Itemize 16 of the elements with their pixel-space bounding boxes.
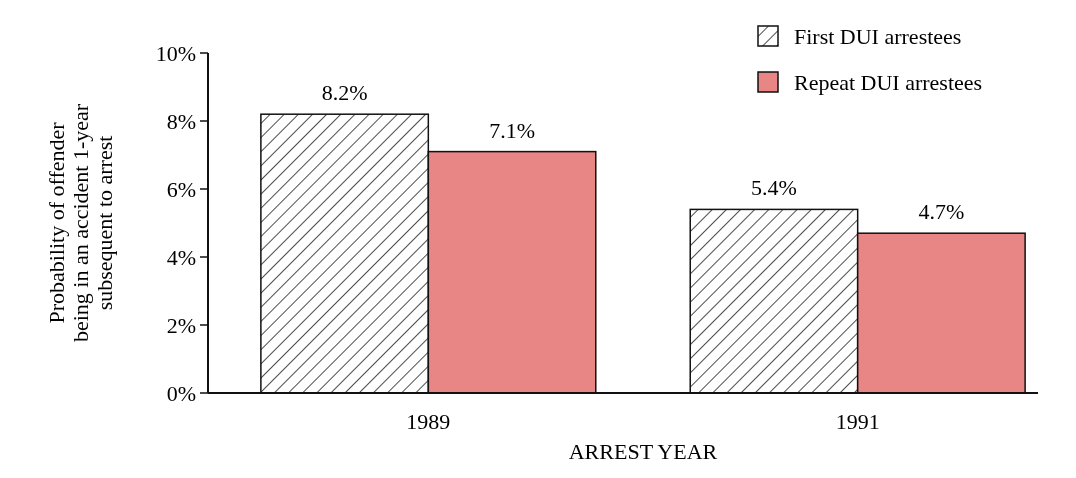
y-tick-label: 8% <box>166 108 196 134</box>
data-label: 4.7% <box>918 199 965 225</box>
data-label: 5.4% <box>751 175 797 201</box>
legend-label: First DUI arrestees <box>794 23 962 49</box>
y-axis-title: Probability of offender being in an accident 1-year subsequent to arrest <box>43 103 118 343</box>
data-label: 8.2% <box>321 80 368 106</box>
y-tick-label: 10% <box>155 40 196 66</box>
y-tick-label: 6% <box>166 176 196 202</box>
legend-label: Repeat DUI arrestees <box>794 69 983 95</box>
x-axis-title: ARREST YEAR <box>568 439 718 464</box>
y-tick-label: 4% <box>166 244 196 270</box>
y-tick-label: 0% <box>166 380 196 406</box>
y-tick-label: 2% <box>166 312 196 338</box>
x-tick-label: 1991 <box>835 409 880 434</box>
x-tick-label: 1989 <box>406 409 451 434</box>
data-label: 7.1% <box>489 117 535 143</box>
